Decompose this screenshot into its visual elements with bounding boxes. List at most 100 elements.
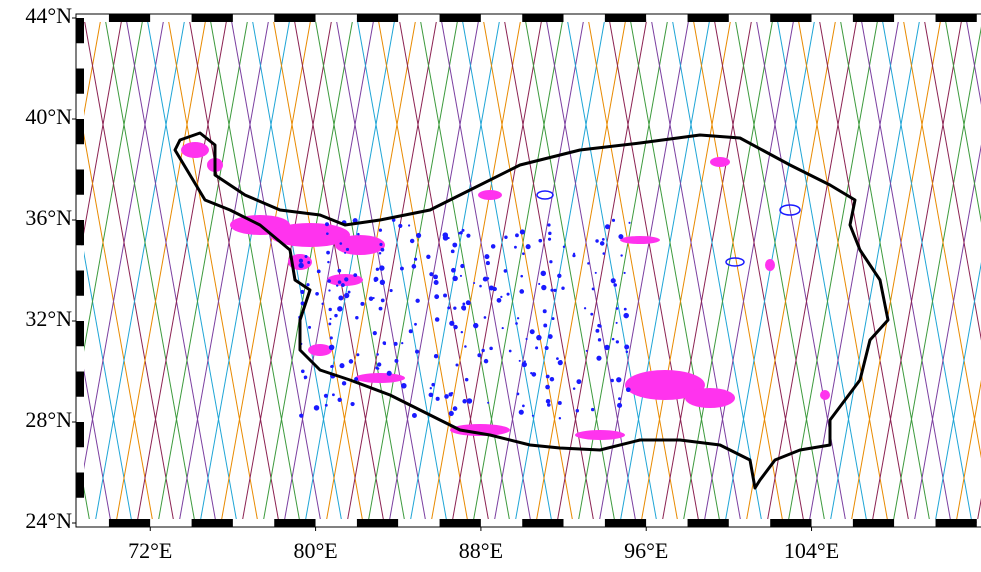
border-segment	[770, 14, 812, 22]
lake-dot	[500, 295, 503, 299]
lake-dot	[473, 322, 479, 329]
lake-dot	[338, 295, 344, 301]
lake-dot	[547, 223, 551, 227]
descending-track	[83, 18, 175, 523]
lake-dot	[327, 260, 330, 264]
lake-dot	[483, 316, 487, 319]
lake-dot	[409, 238, 415, 244]
descending-track	[839, 18, 931, 523]
lake-dot	[546, 403, 551, 407]
lake-dot	[625, 350, 629, 354]
descending-track	[314, 18, 406, 523]
y-tick-label: 36°N	[25, 205, 72, 230]
lake-dot	[525, 244, 531, 250]
border-segment	[852, 14, 895, 22]
lake-dot	[623, 312, 629, 319]
ascending-track	[451, 18, 543, 523]
y-tick-label: 32°N	[25, 306, 72, 331]
lake-dot	[598, 324, 602, 328]
lake-dot	[307, 261, 311, 265]
border-segment	[108, 14, 151, 22]
lake-dot	[300, 369, 305, 374]
descending-track	[146, 18, 238, 523]
lake-dot	[482, 276, 488, 282]
lake-dot	[544, 346, 549, 351]
descending-track	[881, 18, 973, 523]
border-segment	[76, 18, 84, 44]
ascending-track	[514, 18, 606, 523]
lake-dot	[458, 232, 461, 235]
lake-dot	[503, 269, 508, 273]
descending-track	[818, 18, 910, 523]
blob	[575, 430, 625, 440]
ascending-track	[745, 18, 837, 523]
descending-track	[209, 18, 301, 523]
lake-dot	[299, 413, 304, 418]
border-segment	[150, 14, 192, 22]
lake-dot	[379, 242, 383, 246]
lake-dot	[601, 237, 605, 241]
descending-track	[80, 346, 112, 523]
lake-dot	[337, 397, 342, 402]
border-segment	[935, 14, 977, 22]
lake-dot	[590, 407, 595, 412]
lake-dot	[444, 394, 449, 399]
descending-track	[104, 18, 196, 523]
border-segment	[76, 220, 84, 246]
lake-dot	[408, 329, 413, 334]
ascending-track	[430, 18, 522, 523]
descending-track	[503, 18, 595, 523]
lake-dot	[327, 279, 331, 283]
ascending-track	[304, 18, 396, 523]
lake-dot	[520, 274, 524, 278]
lake-dot	[378, 306, 383, 311]
lake-dot	[433, 280, 439, 285]
border-segment	[356, 519, 399, 527]
ascending-track	[787, 18, 879, 523]
lake-dot	[521, 361, 527, 368]
blob	[765, 259, 775, 271]
lake-dot	[372, 331, 377, 336]
lake-dot	[455, 363, 459, 367]
lake-dot	[429, 387, 432, 390]
border-segment	[315, 519, 357, 527]
lake-dot	[303, 377, 307, 380]
ascending-track	[871, 18, 963, 523]
lake-dot	[460, 330, 464, 334]
lake-dot	[453, 306, 457, 310]
features	[173, 131, 890, 490]
border-segment	[108, 519, 151, 527]
border-segment	[315, 14, 357, 22]
ascending-track	[283, 18, 375, 523]
lake-dot	[490, 244, 496, 249]
border-segment	[76, 194, 84, 220]
lake-dot	[407, 224, 411, 227]
ascending-track	[934, 262, 981, 523]
lake-dot	[587, 262, 590, 265]
blob	[625, 370, 705, 400]
border-segment	[439, 519, 481, 527]
lake-dot	[550, 288, 554, 292]
descending-track	[923, 18, 981, 341]
lake-dot	[529, 329, 535, 335]
lake-dot	[519, 229, 525, 235]
border-segment	[852, 519, 895, 527]
lake-dot	[298, 262, 304, 269]
ascending-track	[115, 18, 207, 523]
lake-dot	[428, 392, 434, 398]
lake-dot	[615, 307, 619, 310]
lake-dot	[611, 337, 615, 341]
x-tick-label: 88°E	[459, 538, 503, 563]
lake	[725, 257, 745, 267]
lake-dot	[572, 387, 576, 390]
lake-dot	[595, 328, 600, 333]
ascending-track	[199, 18, 291, 523]
lake-dot	[352, 218, 358, 224]
border-segment	[76, 497, 84, 523]
border-segment	[398, 519, 440, 527]
lake-dot	[339, 363, 345, 369]
lake-dot	[332, 393, 335, 397]
lake-dot	[306, 283, 310, 287]
border-segment	[811, 14, 853, 22]
